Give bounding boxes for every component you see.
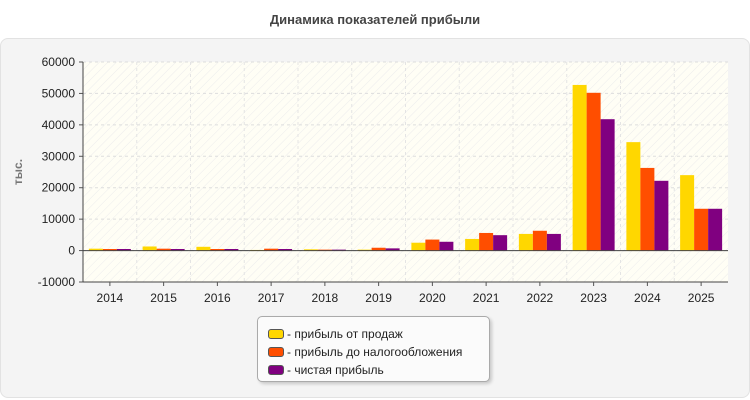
y-tick-label: 50000 bbox=[42, 86, 76, 100]
bar bbox=[385, 248, 400, 251]
chart-legend: - прибыль от продаж - прибыль до налогоо… bbox=[257, 316, 490, 382]
chart-title: Динамика показателей прибыли bbox=[269, 12, 481, 27]
x-tick-label: 2024 bbox=[634, 291, 661, 305]
bar bbox=[546, 233, 561, 251]
bar bbox=[264, 248, 279, 251]
bar bbox=[210, 249, 225, 251]
bar bbox=[680, 175, 695, 251]
bar bbox=[479, 232, 494, 251]
legend-item-net-profit: - чистая прибыль bbox=[268, 361, 489, 379]
bar bbox=[102, 249, 117, 251]
legend-label-pretax-profit: - прибыль до налогообложения bbox=[287, 345, 463, 359]
x-tick-label: 2014 bbox=[97, 291, 124, 305]
bar bbox=[708, 208, 723, 251]
x-tick-label: 2021 bbox=[473, 291, 500, 305]
legend-swatch-net-profit bbox=[268, 365, 284, 375]
x-tick-label: 2017 bbox=[258, 291, 285, 305]
bar bbox=[465, 238, 480, 251]
bar bbox=[425, 239, 440, 251]
bar bbox=[371, 247, 386, 251]
bar bbox=[439, 241, 454, 251]
y-tick-label: 20000 bbox=[42, 181, 76, 195]
y-tick-label: 10000 bbox=[42, 212, 76, 226]
bar bbox=[142, 246, 157, 251]
legend-label-net-profit: - чистая прибыль bbox=[287, 363, 384, 377]
bar bbox=[196, 246, 211, 251]
legend-label-sales-profit: - прибыль от продаж bbox=[287, 327, 403, 341]
y-tick-label: 40000 bbox=[42, 118, 76, 132]
x-tick-label: 2018 bbox=[312, 291, 339, 305]
legend-swatch-sales-profit bbox=[268, 329, 284, 339]
bar bbox=[640, 167, 655, 251]
bar bbox=[303, 249, 318, 251]
y-tick-label: -10000 bbox=[38, 275, 76, 289]
y-axis-label: тыс. bbox=[11, 159, 25, 185]
bar bbox=[224, 249, 239, 251]
x-tick-label: 2020 bbox=[419, 291, 446, 305]
x-tick-label: 2023 bbox=[580, 291, 607, 305]
bar bbox=[518, 233, 533, 251]
bar bbox=[156, 248, 171, 251]
bar bbox=[600, 119, 615, 251]
y-tick-label: 60000 bbox=[42, 55, 76, 69]
x-tick-label: 2022 bbox=[527, 291, 554, 305]
bar bbox=[654, 180, 669, 251]
bar bbox=[694, 208, 709, 251]
y-tick-label: 30000 bbox=[42, 149, 76, 163]
legend-swatch-pretax-profit bbox=[268, 347, 284, 357]
legend-item-sales-profit: - прибыль от продаж bbox=[268, 325, 489, 343]
bar bbox=[493, 235, 508, 251]
bar bbox=[586, 92, 601, 251]
bar bbox=[116, 249, 131, 251]
bar bbox=[572, 84, 587, 251]
bar bbox=[411, 242, 426, 251]
x-tick-label: 2015 bbox=[150, 291, 177, 305]
bar bbox=[532, 230, 547, 251]
bar bbox=[170, 249, 185, 251]
bar bbox=[88, 248, 103, 251]
x-tick-label: 2025 bbox=[688, 291, 715, 305]
x-tick-label: 2019 bbox=[365, 291, 392, 305]
y-tick-label: 0 bbox=[68, 244, 75, 258]
x-tick-label: 2016 bbox=[204, 291, 231, 305]
legend-item-pretax-profit: - прибыль до налогообложения bbox=[268, 343, 489, 361]
bar bbox=[278, 249, 293, 251]
bar bbox=[626, 142, 641, 251]
